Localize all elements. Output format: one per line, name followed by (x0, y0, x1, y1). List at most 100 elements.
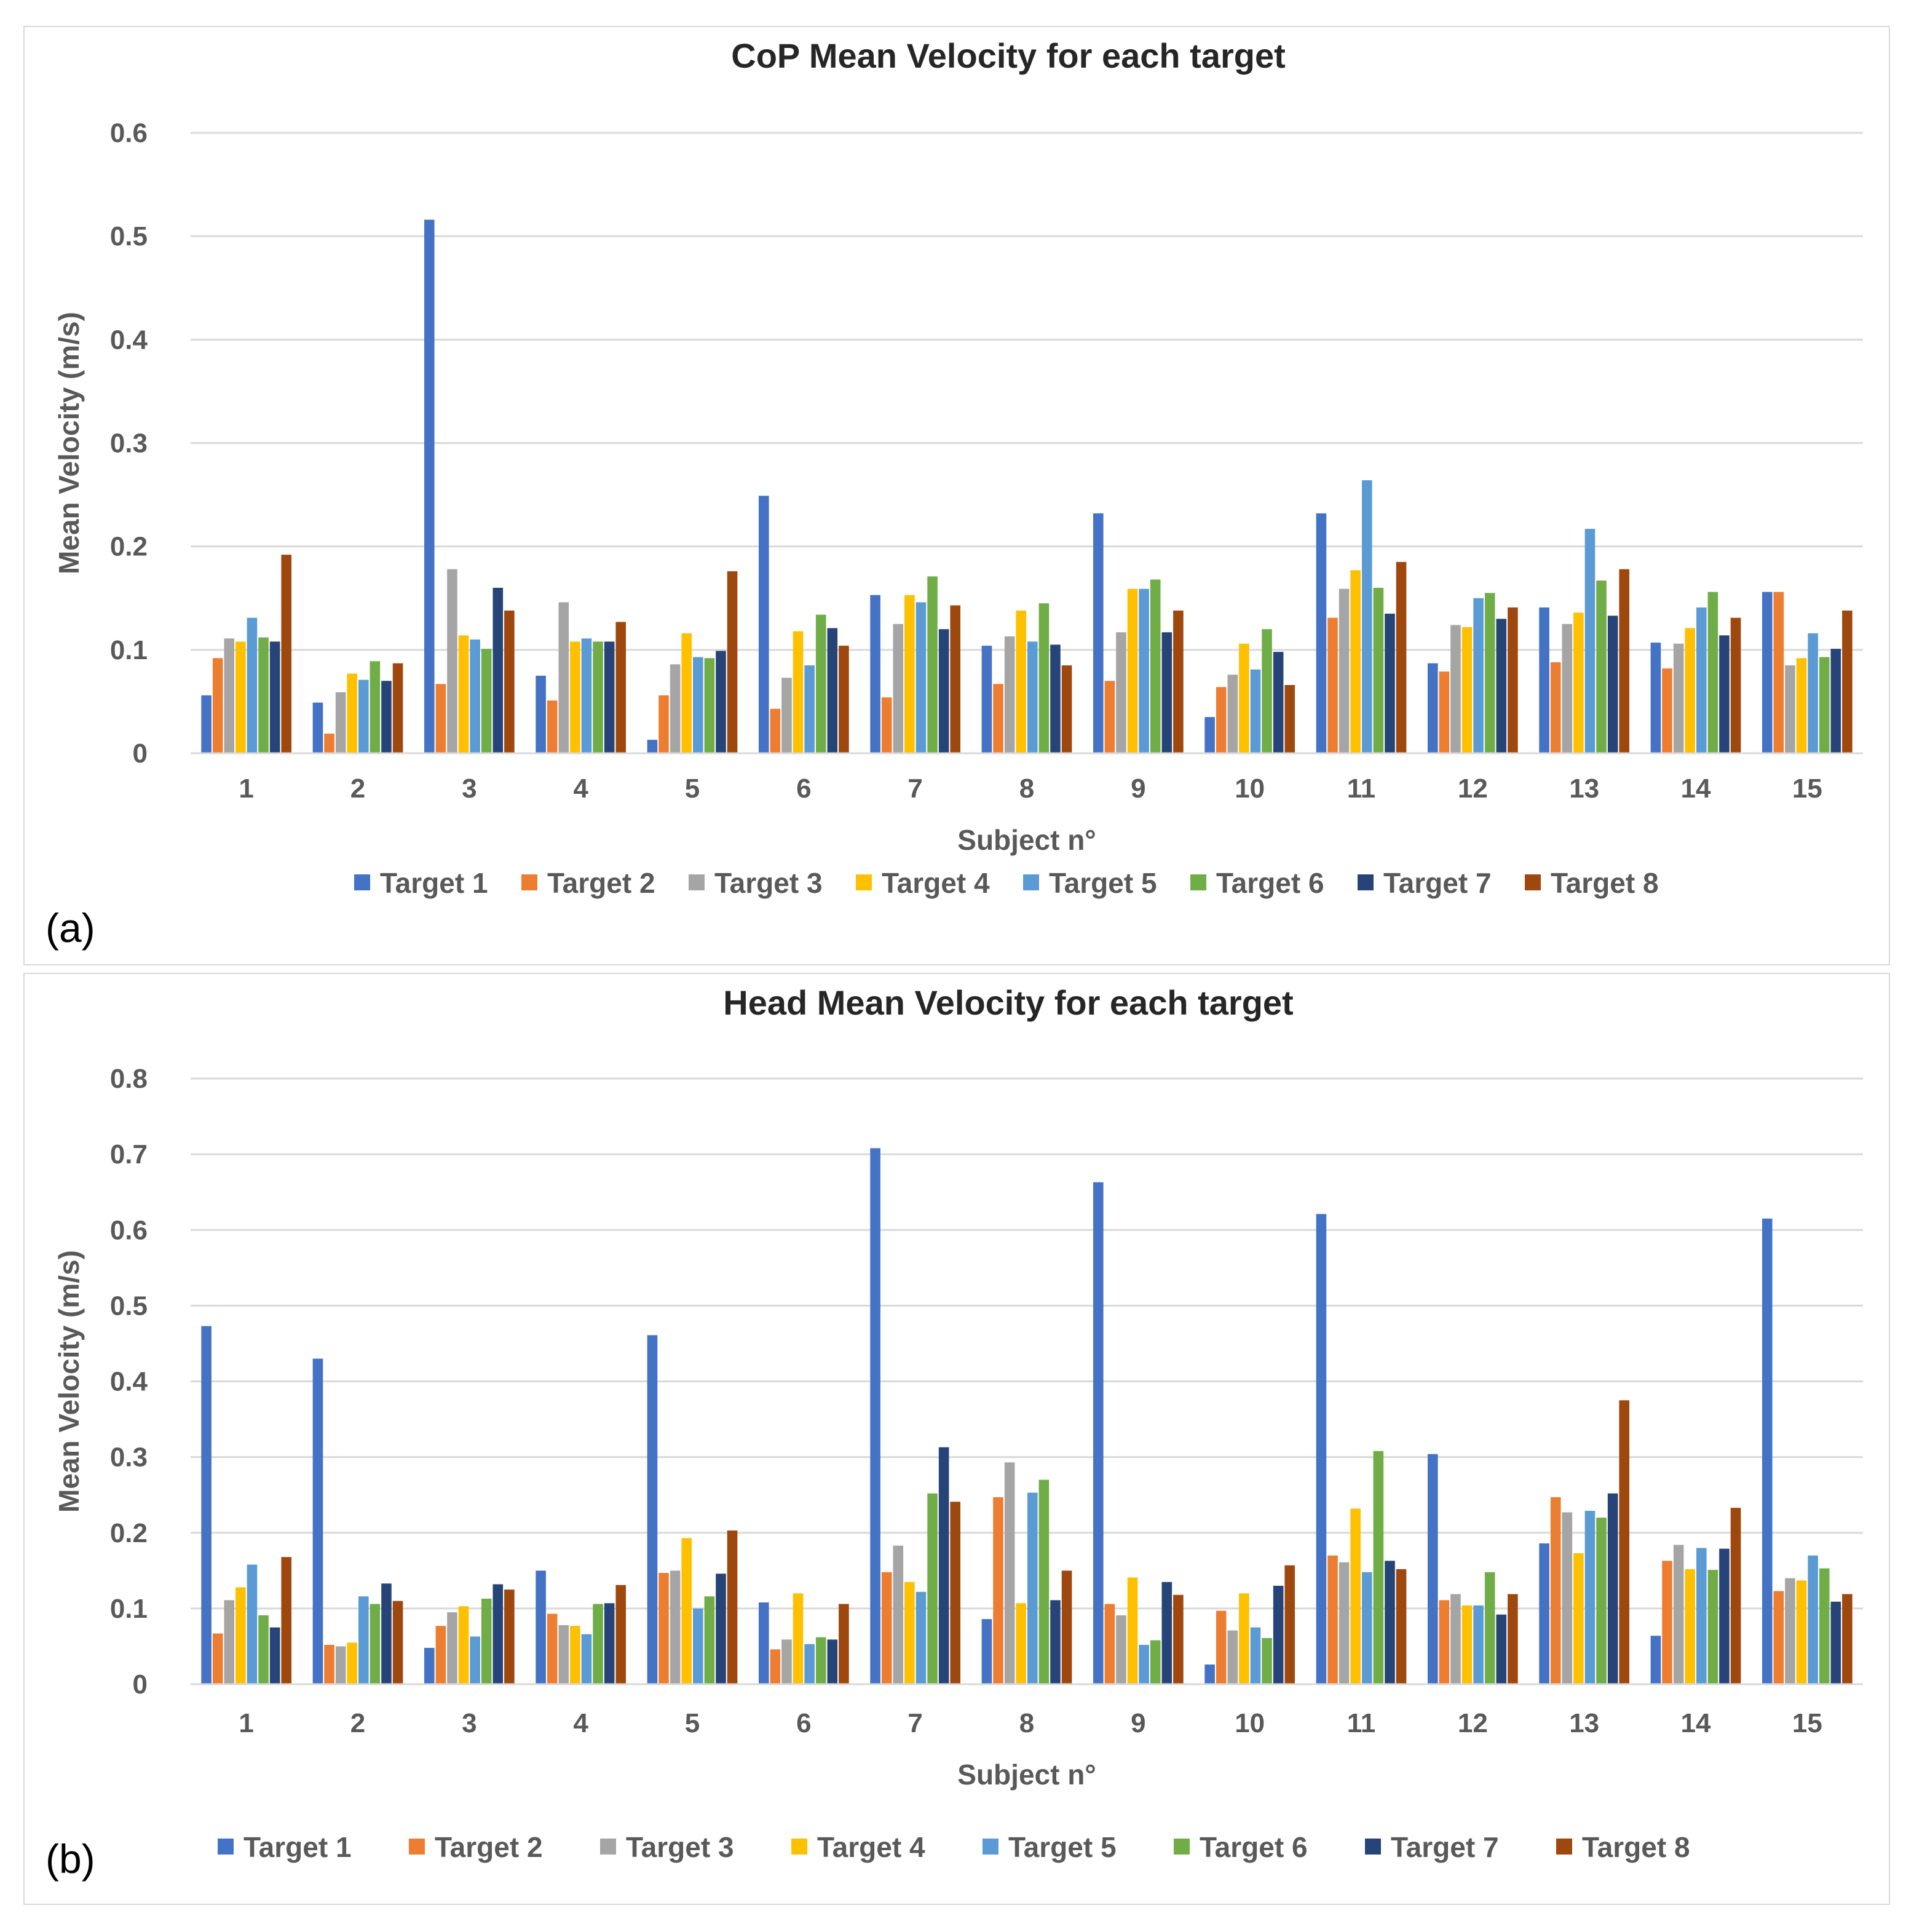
chart-a-y-tick-label: 0.2 (110, 532, 148, 562)
chart-b-y-tick-label: 0.7 (110, 1139, 148, 1170)
chart-b-bar (881, 1572, 892, 1684)
chart-a-x-tick-label: 13 (1569, 774, 1599, 804)
chart-a-bar (1250, 669, 1261, 753)
chart-b-bar (1573, 1553, 1584, 1684)
chart-a-x-tick-label: 12 (1458, 774, 1488, 804)
chart-a-bar (793, 631, 804, 753)
chart-b-bar (716, 1574, 726, 1684)
chart-a-bar (224, 638, 235, 753)
chart-a-panel-label: (a) (45, 905, 95, 951)
chart-a-x-axis-label: Subject n° (957, 824, 1096, 856)
chart-a-bar (1127, 588, 1138, 753)
chart-a-x-tick-label: 6 (796, 774, 811, 804)
chart-a-y-tick-label: 0.3 (110, 429, 148, 459)
chart-a-x-tick-label: 8 (1019, 774, 1034, 804)
chart-b-y-axis-label: Mean Velocity (m/s) (53, 1250, 85, 1513)
chart-b-x-tick-label: 12 (1458, 1708, 1488, 1738)
chart-a-x-tick-label: 4 (573, 774, 588, 804)
chart-a-bar (1427, 663, 1438, 753)
chart-b-bar (681, 1538, 692, 1684)
chart-b-legend-swatch (983, 1839, 999, 1855)
chart-b-bar (915, 1591, 927, 1684)
chart-b-legend-label: Target 5 (1008, 1831, 1117, 1863)
chart-b-bar (839, 1604, 849, 1684)
chart-a-bar (1539, 607, 1549, 753)
chart-b-bar (1204, 1664, 1215, 1684)
chart-a-bar (1061, 665, 1072, 753)
chart-a-legend-swatch (521, 874, 537, 890)
chart-a-bar (770, 708, 781, 753)
chart-a-bar (1461, 627, 1473, 753)
chart-a-y-tick-label: 0.4 (110, 325, 148, 355)
chart-a-bar (269, 641, 280, 753)
chart-a-bar (1842, 610, 1853, 753)
chart-b-y-tick-label: 0.1 (110, 1594, 148, 1624)
chart-a-bar (658, 695, 669, 753)
chart-b-bar (281, 1557, 292, 1684)
chart-b-bar (993, 1497, 1003, 1684)
chart-b-y-tick-label: 0.2 (110, 1518, 148, 1548)
chart-a-bar (893, 624, 904, 753)
chart-b-y-tick-label: 0.4 (110, 1367, 148, 1397)
chart-a-bar (370, 661, 381, 753)
chart-b-bar (1350, 1508, 1361, 1684)
chart-b-bar (938, 1447, 949, 1684)
chart-a-bar (1830, 649, 1841, 753)
chart-a-bar (247, 617, 258, 753)
chart-b-legend-swatch (1556, 1839, 1572, 1855)
chart-b-bar (981, 1619, 992, 1684)
chart-a-bar (1239, 643, 1249, 753)
chart-b-bar (804, 1644, 815, 1684)
chart-a-bar (447, 569, 457, 753)
chart-b-bar (1685, 1569, 1695, 1684)
chart-b-legend-label: Target 4 (817, 1831, 925, 1863)
chart-a-x-tick-label: 15 (1792, 774, 1822, 804)
chart-b-bar (1250, 1627, 1261, 1684)
chart-b-bar (1450, 1594, 1461, 1684)
chart-b-legend-label: Target 2 (435, 1831, 543, 1863)
chart-b-bar (392, 1601, 403, 1684)
chart-b-legend-label: Target 3 (626, 1831, 734, 1863)
chart-b-bar (1473, 1605, 1484, 1684)
chart-a-bar (1284, 685, 1295, 753)
chart-b-x-tick-label: 7 (908, 1708, 922, 1738)
chart-a-y-axis-label: Mean Velocity (m/s) (53, 312, 85, 574)
chart-b-bar (224, 1600, 235, 1684)
chart-a-bar (1650, 643, 1661, 753)
chart-b-bar (547, 1613, 558, 1684)
chart-b-bar (604, 1603, 615, 1684)
chart-b-bar (504, 1590, 515, 1684)
chart-b-bar (1439, 1600, 1450, 1684)
chart-a-bar (647, 740, 658, 753)
chart-a-bar (1496, 619, 1507, 753)
chart-a-bar (904, 595, 915, 753)
chart-b-legend-swatch (1174, 1839, 1190, 1855)
chart-b-bar (1842, 1594, 1853, 1684)
chart-a-bar (324, 734, 334, 753)
chart-b-bar (312, 1358, 323, 1684)
chart-a-bar (1673, 643, 1684, 753)
chart-b-bar (1373, 1451, 1384, 1684)
chart-b-bar (1819, 1568, 1830, 1684)
chart-b-bar (658, 1573, 669, 1684)
chart-b-bar (1385, 1561, 1395, 1684)
chart-a-bar (1016, 610, 1026, 753)
chart-a-bar (481, 649, 492, 753)
chart-b-legend-swatch (791, 1839, 807, 1855)
chart-a-x-tick-label: 3 (462, 774, 477, 804)
chart-a-bar (358, 679, 369, 753)
chart-a-legend-label: Target 1 (380, 867, 488, 899)
chart-b-bar (581, 1634, 592, 1684)
chart-a-bar (570, 641, 580, 753)
chart-b-bar (347, 1642, 357, 1684)
chart-a-bar (458, 635, 469, 753)
chart-a-bar (604, 641, 615, 753)
chart-b-bar (1227, 1630, 1238, 1684)
chart-b-bar (758, 1602, 769, 1684)
chart-b-bar (1584, 1511, 1596, 1684)
chart-a-bar (1473, 598, 1484, 753)
chart-a-bar (1719, 635, 1730, 753)
chart-a-bar (581, 638, 592, 753)
chart-b-bar (424, 1647, 435, 1684)
chart-a-bar (492, 587, 504, 753)
